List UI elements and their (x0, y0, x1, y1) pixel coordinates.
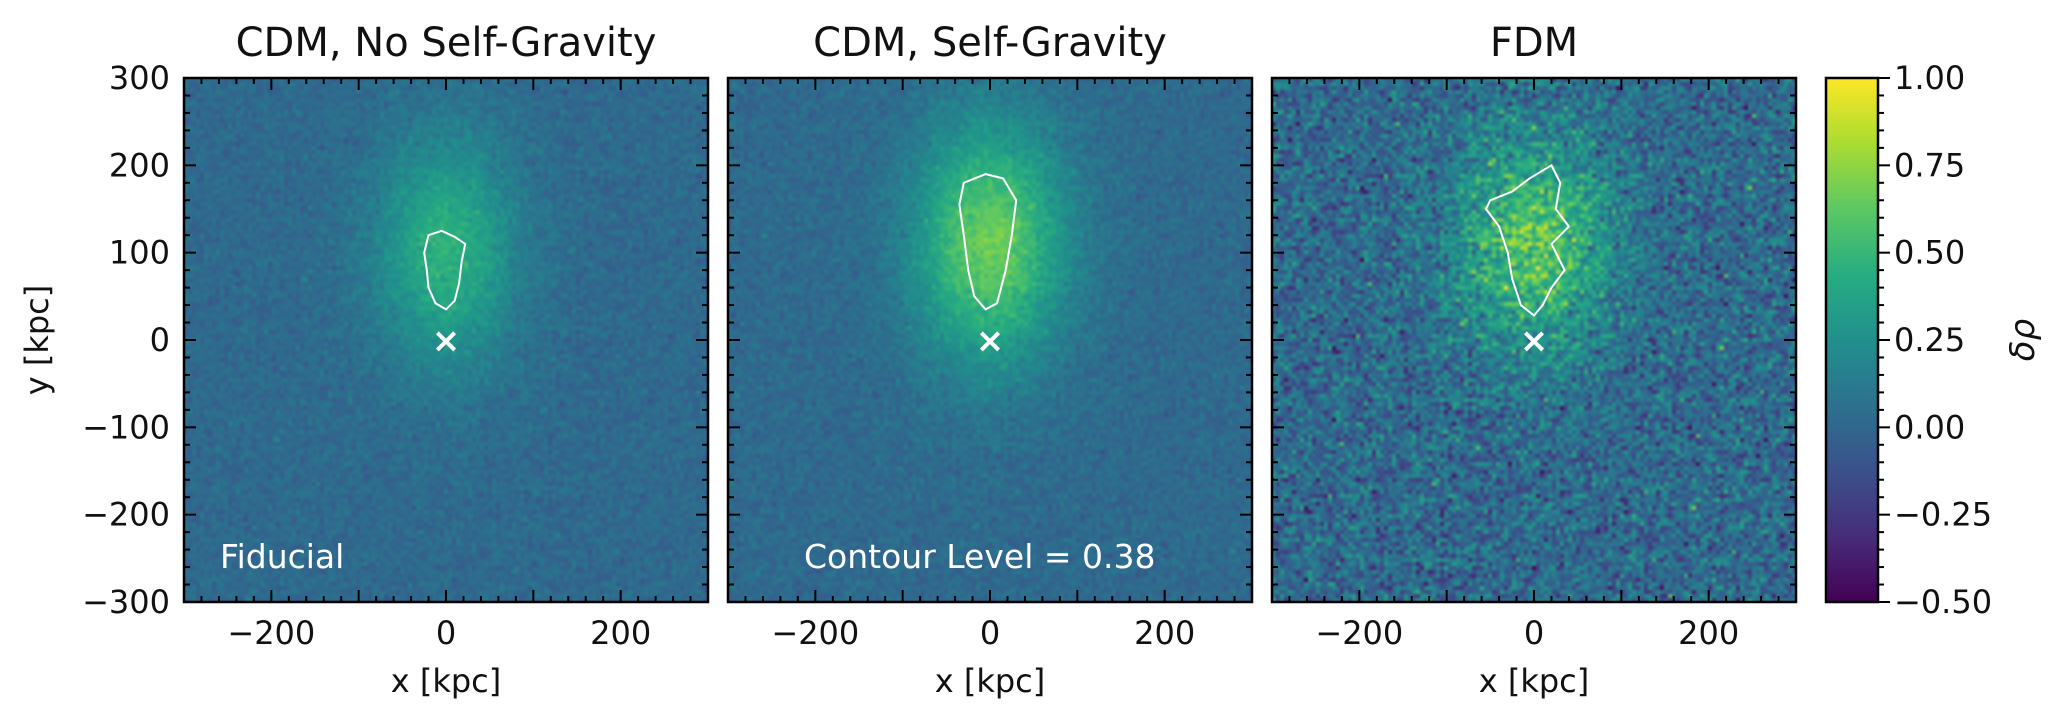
panels: × CDM, No Self-Gravity Fiducial −200 0 200 x [… (82, 20, 1798, 700)
heatmap-image (184, 78, 708, 602)
panel-title: FDM (1490, 20, 1578, 66)
heatmap-image (728, 78, 1252, 602)
x-tick-label: −200 (227, 614, 315, 652)
y-tick-label: 0 (150, 321, 170, 359)
colorbar-tick-label: 0.25 (1894, 321, 1965, 359)
origin-marker: × (1520, 321, 1549, 361)
panel-annotation: Fiducial (220, 537, 344, 576)
x-axis-label: x [kpc] (935, 662, 1046, 700)
y-tick-label: 200 (109, 146, 170, 184)
colorbar-tick-label: 0.75 (1894, 146, 1965, 184)
colorbar-tick-label: 0.00 (1894, 408, 1965, 446)
panel-annotation: Contour Level = 0.38 (804, 537, 1155, 576)
y-axis-label: y [kpc] (18, 285, 56, 396)
x-tick-label: −200 (771, 614, 859, 652)
colorbar-bar (1824, 76, 1880, 604)
contour-line (958, 173, 1018, 311)
x-tick-label: 200 (590, 614, 651, 652)
x-axis-label: x [kpc] (1479, 662, 1590, 700)
x-axis-label: x [kpc] (391, 662, 502, 700)
x-tick-label: −200 (1315, 614, 1403, 652)
origin-marker: × (432, 321, 461, 361)
y-tick-label: −300 (82, 583, 170, 621)
panel-2: × CDM, Self-Gravity Contour Level = 0.38 −2… (726, 20, 1254, 700)
y-tick-label: 100 (109, 234, 170, 272)
x-tick-label: 200 (1134, 614, 1195, 652)
contour-line (423, 229, 467, 311)
colorbar-tick-label: −0.25 (1894, 496, 1992, 534)
panel-title: CDM, Self-Gravity (813, 20, 1167, 66)
colorbar: 1.00 0.75 0.50 0.25 0.00 −0.25 −0.50 δρ (1824, 59, 2043, 621)
contour-line (1484, 163, 1571, 317)
y-tick-label: −100 (82, 408, 170, 446)
origin-marker: × (976, 321, 1005, 361)
y-tick-label: −200 (82, 496, 170, 534)
colorbar-tick-label: −0.50 (1894, 583, 1992, 621)
colorbar-label: δρ (2003, 318, 2043, 361)
heatmap-image (1272, 78, 1796, 602)
y-tick-label: 300 (109, 59, 170, 97)
panel-1: × CDM, No Self-Gravity Fiducial −200 0 200 x [… (82, 20, 710, 700)
x-tick-label: 0 (980, 614, 1000, 652)
panel-title: CDM, No Self-Gravity (236, 20, 657, 66)
x-tick-label: 0 (436, 614, 456, 652)
panel-3: × FDM −200 0 200 x [kpc] (1270, 20, 1798, 700)
x-tick-label: 200 (1678, 614, 1739, 652)
colorbar-tick-label: 1.00 (1894, 59, 1965, 97)
colorbar-tick-label: 0.50 (1894, 234, 1965, 272)
x-tick-label: 0 (1524, 614, 1544, 652)
